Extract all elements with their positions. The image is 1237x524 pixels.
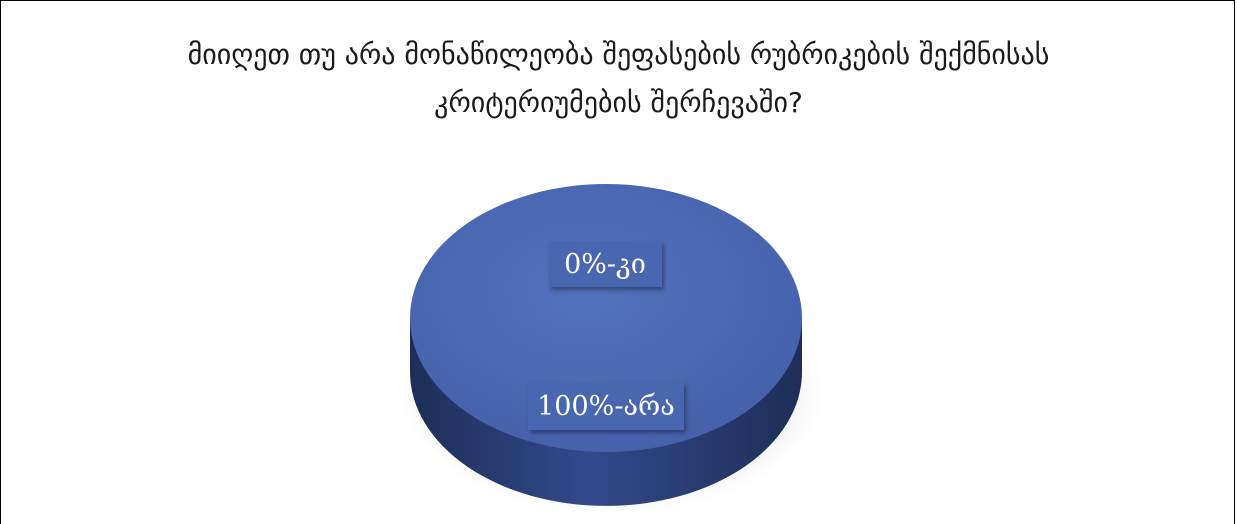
- data-label-no: 100%-არა: [528, 382, 684, 430]
- data-label-yes-text: 0%-კი: [564, 249, 646, 280]
- chart-title-line-1: მიიღეთ თუ არა მონაწილეობა შეფასების რუბრ…: [187, 38, 1050, 71]
- data-label-yes: 0%-კი: [549, 241, 662, 287]
- data-label-no-box: [528, 382, 684, 430]
- data-label-no-text: 100%-არა: [537, 391, 675, 422]
- chart-title-line-2: კრიტერიუმების შერჩევაში?: [434, 86, 803, 119]
- pie-slice-no: [410, 184, 802, 452]
- chart-title: მიიღეთ თუ არა მონაწილეობა შეფასების რუბრ…: [1, 31, 1236, 127]
- data-label-yes-box: [549, 241, 662, 287]
